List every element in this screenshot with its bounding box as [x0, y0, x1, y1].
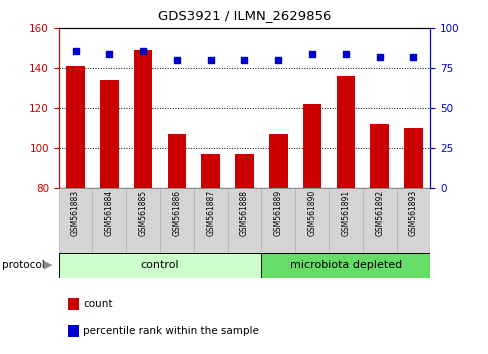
- Point: [173, 57, 181, 63]
- Bar: [126, 188, 160, 253]
- Text: GSM561887: GSM561887: [206, 190, 215, 236]
- Text: GSM561886: GSM561886: [172, 190, 181, 236]
- Text: GSM561890: GSM561890: [307, 190, 316, 236]
- Text: microbiota depleted: microbiota depleted: [289, 261, 401, 270]
- Bar: [261, 253, 429, 278]
- Bar: [66, 66, 85, 188]
- Point: [206, 57, 214, 63]
- Point: [375, 54, 383, 60]
- Bar: [369, 124, 388, 188]
- Text: control: control: [141, 261, 179, 270]
- Point: [240, 57, 248, 63]
- Bar: [302, 104, 321, 188]
- Bar: [396, 188, 429, 253]
- Text: GDS3921 / ILMN_2629856: GDS3921 / ILMN_2629856: [158, 9, 330, 22]
- Bar: [160, 188, 193, 253]
- Bar: [167, 134, 186, 188]
- Bar: [92, 188, 126, 253]
- Point: [274, 57, 282, 63]
- Text: percentile rank within the sample: percentile rank within the sample: [83, 326, 259, 336]
- Point: [72, 48, 80, 53]
- Bar: [261, 188, 295, 253]
- Point: [307, 51, 315, 57]
- Bar: [100, 80, 119, 188]
- Bar: [403, 128, 422, 188]
- Bar: [59, 253, 261, 278]
- Bar: [268, 134, 287, 188]
- Bar: [193, 188, 227, 253]
- Text: ▶: ▶: [44, 260, 53, 270]
- Text: count: count: [83, 299, 112, 309]
- Point: [139, 48, 147, 53]
- Bar: [59, 188, 92, 253]
- Bar: [235, 154, 253, 188]
- Bar: [134, 50, 152, 188]
- Text: GSM561891: GSM561891: [341, 190, 349, 236]
- Text: GSM561883: GSM561883: [71, 190, 80, 236]
- Bar: [336, 76, 354, 188]
- Text: GSM561889: GSM561889: [273, 190, 282, 236]
- Text: GSM561884: GSM561884: [104, 190, 114, 236]
- Point: [105, 51, 113, 57]
- Text: GSM561893: GSM561893: [408, 190, 417, 236]
- Text: protocol: protocol: [2, 260, 45, 270]
- Bar: [362, 188, 396, 253]
- Bar: [295, 188, 328, 253]
- Point: [408, 54, 416, 60]
- Point: [341, 51, 349, 57]
- Bar: [201, 154, 220, 188]
- Bar: [227, 188, 261, 253]
- Bar: [328, 188, 362, 253]
- Text: GSM561892: GSM561892: [374, 190, 384, 236]
- Text: GSM561885: GSM561885: [139, 190, 147, 236]
- Text: GSM561888: GSM561888: [240, 190, 248, 235]
